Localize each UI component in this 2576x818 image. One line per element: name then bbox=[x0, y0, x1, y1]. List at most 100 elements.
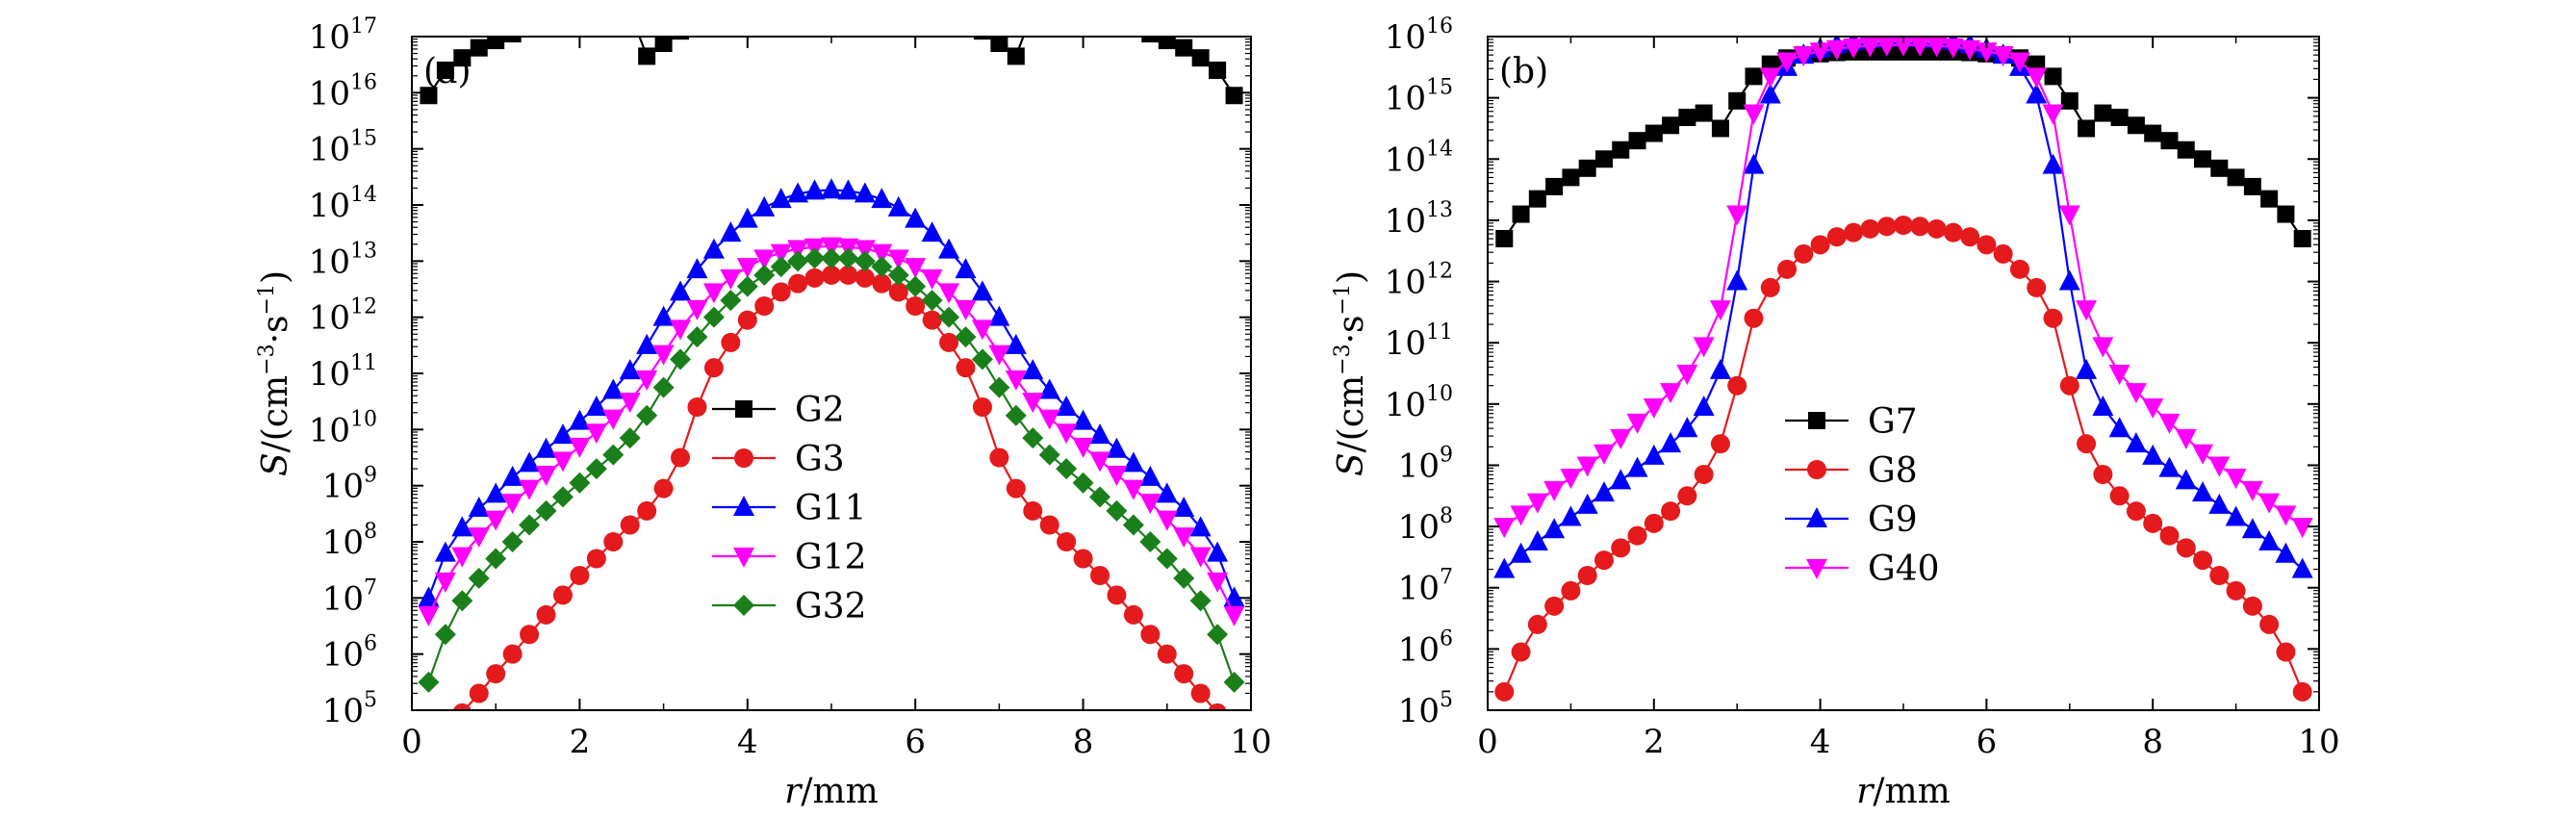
legend-marker bbox=[1806, 507, 1827, 527]
data-point-G12 bbox=[905, 258, 927, 279]
data-point-G3 bbox=[721, 332, 741, 352]
data-point-G3 bbox=[653, 478, 674, 498]
data-point-G32 bbox=[468, 567, 490, 589]
data-point-G8 bbox=[2059, 375, 2079, 396]
data-point-G8 bbox=[1710, 434, 1730, 454]
data-point-G40 bbox=[2291, 518, 2313, 539]
data-point-G11 bbox=[1173, 497, 1195, 517]
data-point-G7 bbox=[1728, 91, 1747, 110]
legend-label: G3 bbox=[795, 440, 845, 479]
data-point-G40 bbox=[1942, 38, 1964, 59]
data-point-G40 bbox=[1909, 37, 1931, 57]
data-point-G3 bbox=[620, 515, 640, 535]
data-point-G7 bbox=[2044, 67, 2062, 86]
data-point-G3 bbox=[972, 397, 992, 417]
data-point-G11 bbox=[921, 221, 943, 243]
data-point-G3 bbox=[788, 273, 808, 294]
data-point-G7 bbox=[2160, 132, 2179, 150]
x-axis-unit: /mm bbox=[1873, 772, 1950, 811]
data-point-G32 bbox=[501, 531, 523, 552]
data-point-G32 bbox=[702, 306, 725, 328]
y-tick-base: 10 bbox=[1398, 570, 1440, 608]
x-axis-title: r/mm bbox=[784, 772, 879, 811]
legend-label: G40 bbox=[1868, 550, 1940, 589]
data-point-G12 bbox=[485, 510, 507, 531]
data-point-G11 bbox=[1072, 409, 1094, 430]
data-point-G40 bbox=[2175, 428, 2197, 449]
y-tick-label: 1013 bbox=[309, 239, 377, 281]
data-point-G3 bbox=[1157, 644, 1177, 664]
data-point-G8 bbox=[1910, 217, 1930, 237]
data-point-G40 bbox=[2158, 413, 2181, 434]
data-point-G12 bbox=[1022, 393, 1044, 414]
y-axis-title: S/(cm−3·s−1) bbox=[1331, 270, 1371, 476]
data-point-G32 bbox=[1207, 624, 1229, 646]
y-tick-base: 10 bbox=[322, 636, 364, 675]
data-point-G8 bbox=[2276, 642, 2296, 662]
data-point-G9 bbox=[1759, 83, 1781, 104]
data-point-G8 bbox=[1744, 308, 1764, 328]
y-axis-unit-exp2: −1 bbox=[1331, 284, 1355, 315]
y-tick-base: 10 bbox=[1385, 264, 1426, 302]
legend-marker bbox=[733, 496, 754, 516]
data-point-G12 bbox=[569, 437, 591, 458]
data-point-G40 bbox=[1560, 469, 1582, 490]
data-point-G11 bbox=[854, 182, 876, 203]
data-point-G11 bbox=[1189, 516, 1211, 537]
data-point-G12 bbox=[468, 527, 490, 549]
data-point-G11 bbox=[1106, 437, 1128, 458]
data-point-G40 bbox=[1825, 39, 1848, 61]
data-point-G9 bbox=[2241, 518, 2263, 539]
y-tick-base: 10 bbox=[1385, 18, 1426, 57]
y-tick-label: 105 bbox=[1398, 688, 1453, 730]
data-point-G40 bbox=[1976, 42, 1998, 64]
data-point-G11 bbox=[905, 207, 927, 228]
data-point-G9 bbox=[2108, 417, 2130, 438]
data-point-G40 bbox=[2275, 505, 2297, 526]
y-axis-unit-mid: ·s bbox=[256, 315, 295, 344]
x-axis-title: r/mm bbox=[1856, 772, 1951, 811]
y-axis-unit-exp2: −1 bbox=[255, 284, 279, 315]
data-point-G32 bbox=[787, 250, 809, 272]
data-point-G8 bbox=[2143, 513, 2163, 533]
y-tick-exponent: 7 bbox=[1440, 566, 1453, 590]
data-point-G12 bbox=[585, 423, 607, 445]
data-point-G32 bbox=[686, 326, 708, 348]
data-point-G8 bbox=[1527, 614, 1547, 634]
data-point-G40 bbox=[1709, 300, 1731, 321]
y-tick-exponent: 5 bbox=[1440, 688, 1453, 712]
data-point-G8 bbox=[1777, 259, 1798, 279]
data-point-G8 bbox=[1627, 525, 1647, 546]
data-point-G3 bbox=[687, 397, 707, 417]
y-tick-base: 10 bbox=[1385, 80, 1426, 118]
data-point-G11 bbox=[1139, 465, 1161, 486]
data-point-G8 bbox=[1611, 538, 1631, 558]
data-point-G32 bbox=[535, 499, 557, 522]
y-axis-unit-open: /(cm bbox=[1332, 375, 1371, 452]
x-tick-label: 8 bbox=[2142, 723, 2163, 761]
data-point-G12 bbox=[955, 299, 977, 320]
data-point-G9 bbox=[2142, 444, 2164, 465]
data-point-G3 bbox=[1006, 478, 1026, 498]
legend-label: G12 bbox=[795, 538, 867, 577]
data-point-G8 bbox=[1544, 596, 1565, 616]
y-tick-exponent: 12 bbox=[1426, 260, 1453, 284]
data-point-G40 bbox=[1859, 37, 1881, 58]
data-point-G40 bbox=[1743, 104, 1765, 125]
y-axis-unit-exp1: −3 bbox=[255, 344, 279, 374]
data-point-G8 bbox=[2043, 308, 2063, 328]
data-point-G9 bbox=[1743, 153, 1765, 174]
data-point-G8 bbox=[1943, 222, 1963, 243]
data-point-G11 bbox=[1056, 396, 1078, 416]
data-point-G2 bbox=[503, 37, 522, 43]
data-point-G7 bbox=[2260, 190, 2279, 208]
data-point-G8 bbox=[1926, 218, 1947, 239]
y-tick-exponent: 7 bbox=[364, 575, 377, 600]
y-tick-label: 1011 bbox=[1385, 320, 1453, 363]
y-tick-base: 10 bbox=[309, 74, 350, 113]
data-point-G12 bbox=[418, 605, 440, 626]
data-point-G3 bbox=[771, 282, 791, 302]
series-G32 bbox=[418, 247, 1245, 693]
data-point-G3 bbox=[754, 296, 775, 316]
data-point-G11 bbox=[1156, 482, 1178, 503]
